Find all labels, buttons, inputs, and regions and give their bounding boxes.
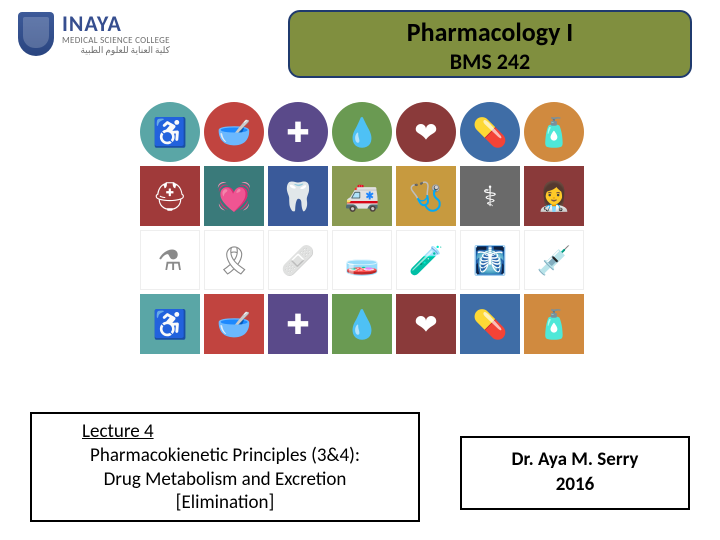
medical-tile-icon: 💧 bbox=[332, 102, 392, 162]
course-title-box: Pharmacology I BMS 242 bbox=[288, 10, 692, 78]
medical-tile-icon: ✚ bbox=[268, 294, 328, 354]
medical-tile-icon: 🚑 bbox=[332, 166, 392, 226]
lecture-topic-2: Drug Metabolism and Excretion bbox=[42, 468, 408, 492]
author-name: Dr. Aya M. Serry bbox=[512, 448, 639, 473]
logo-arabic: كلية العناية للعلوم الطبية bbox=[62, 46, 170, 56]
medical-tile-icon: ⛑ bbox=[140, 166, 200, 226]
medical-tile-icon: 🩹 bbox=[268, 230, 328, 290]
logo-text: INAYA MEDICAL SCIENCE COLLEGE كلية العنا… bbox=[62, 12, 170, 56]
medical-tile-icon: ❤ bbox=[396, 102, 456, 162]
college-logo: INAYA MEDICAL SCIENCE COLLEGE كلية العنا… bbox=[18, 12, 170, 56]
medical-tile-icon: 💊 bbox=[460, 102, 520, 162]
medical-tile-icon: 🧪 bbox=[396, 230, 456, 290]
medical-tile-icon: 💉 bbox=[524, 230, 584, 290]
lecture-topic-3: [Elimination] bbox=[42, 491, 408, 515]
lecture-box: Lecture 4 Pharmacokienetic Principles (3… bbox=[30, 412, 420, 522]
course-code: BMS 242 bbox=[298, 48, 682, 75]
shield-icon bbox=[18, 12, 54, 56]
medical-tile-icon: 🩻 bbox=[460, 230, 520, 290]
medical-tile-icon: 🎗 bbox=[204, 230, 264, 290]
medical-tile-icon: ♿ bbox=[140, 294, 200, 354]
author-box: Dr. Aya M. Serry 2016 bbox=[460, 436, 690, 510]
medical-tile-icon: 💧 bbox=[332, 294, 392, 354]
medical-tile-icon: 🥣 bbox=[204, 102, 264, 162]
medical-tile-icon: 🧴 bbox=[524, 102, 584, 162]
medical-tile-icon: ✚ bbox=[268, 102, 328, 162]
medical-tile-icon: ♿ bbox=[140, 102, 200, 162]
logo-name: INAYA bbox=[62, 12, 170, 36]
author-year: 2016 bbox=[556, 473, 595, 498]
medical-tile-icon: ⚗ bbox=[140, 230, 200, 290]
medical-tile-icon: 🧴 bbox=[524, 294, 584, 354]
course-title: Pharmacology I bbox=[298, 16, 682, 48]
medical-tile-icon: 🩺 bbox=[396, 166, 456, 226]
lecture-number: Lecture 4 bbox=[42, 420, 408, 444]
medical-tile-icon: 🧫 bbox=[332, 230, 392, 290]
medical-tile-icon: 🦷 bbox=[268, 166, 328, 226]
medical-tile-icon: 👩‍⚕️ bbox=[524, 166, 584, 226]
medical-tile-icon: 💊 bbox=[460, 294, 520, 354]
medical-tile-icon: ❤ bbox=[396, 294, 456, 354]
medical-icon-grid: ♿🥣✚💧❤💊🧴⛑💓🦷🚑🩺⚕👩‍⚕️⚗🎗🩹🧫🧪🩻💉♿🥣✚💧❤💊🧴 bbox=[140, 102, 584, 354]
lecture-topic-1: Pharmacokienetic Principles (3&4): bbox=[42, 444, 408, 468]
medical-tile-icon: ⚕ bbox=[460, 166, 520, 226]
medical-tile-icon: 💓 bbox=[204, 166, 264, 226]
medical-tile-icon: 🥣 bbox=[204, 294, 264, 354]
